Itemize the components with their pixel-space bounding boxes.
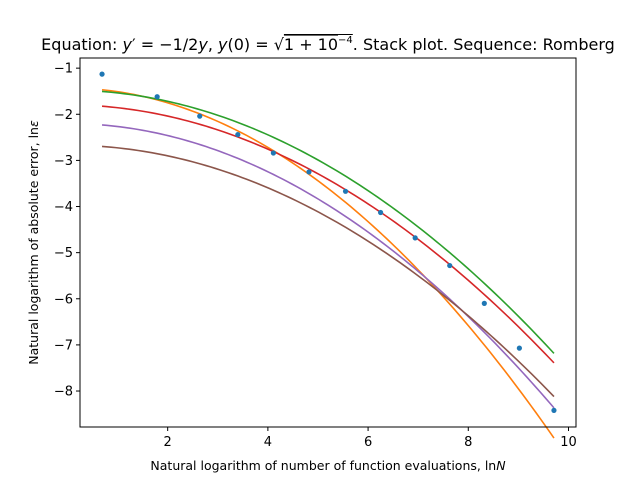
data-point [197, 113, 203, 119]
fit-line-4 [101, 124, 555, 409]
plot-area [99, 71, 557, 439]
y-tick-label: −1 [54, 62, 73, 77]
fit-line-1 [101, 88, 555, 439]
data-point [481, 300, 487, 306]
data-point [270, 150, 276, 156]
fit-line-2 [101, 90, 555, 354]
y-tick-label: −4 [54, 200, 73, 215]
data-point [342, 188, 349, 194]
fit-line-3 [101, 105, 555, 364]
y-tick-label: −3 [54, 154, 73, 169]
axes-frame [79, 57, 577, 428]
data-point [235, 131, 241, 138]
data-point [412, 235, 418, 241]
fit-line-5 [101, 145, 555, 398]
chart-title: Equation: y′ = −1/2y, y(0) = √1 + 10−4. … [41, 35, 615, 54]
y-tick-label: −2 [54, 108, 73, 123]
data-point [516, 345, 522, 351]
y-axis-label: Natural logarithm of absolute error, lnε [26, 120, 41, 365]
data-point [378, 209, 384, 216]
y-tick-label: −8 [54, 385, 73, 400]
data-point [551, 407, 557, 413]
x-tick-label: 8 [464, 435, 472, 450]
axis-ticks: 2 4 6 8 10 −1 −2 −3 −4 −5 −6 −7 −8 [54, 62, 577, 450]
x-tick-label: 10 [560, 435, 577, 450]
y-tick-label: −7 [54, 338, 73, 353]
data-point [154, 94, 160, 100]
data-point [306, 169, 312, 175]
x-tick-label: 6 [364, 435, 372, 450]
x-axis-label: Natural logarithm of number of function … [150, 458, 506, 473]
x-tick-label: 2 [164, 435, 172, 450]
data-point [447, 262, 453, 269]
y-tick-label: −6 [54, 292, 73, 307]
data-point [99, 71, 105, 77]
x-tick-label: 4 [264, 435, 272, 450]
y-tick-label: −5 [54, 246, 73, 261]
